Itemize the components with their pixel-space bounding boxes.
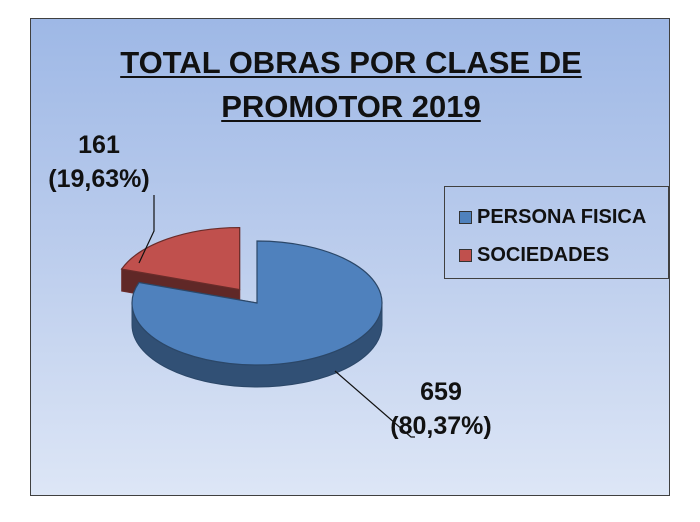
- leader-line-sociedades: [138, 195, 155, 264]
- legend-item-persona-fisica: PERSONA FISICA: [459, 203, 646, 231]
- data-label-persona-fisica: 659 (80,37%): [390, 378, 491, 440]
- chart-title-line-1: TOTAL OBRAS POR CLASE DE: [120, 45, 582, 80]
- legend-label-persona-fisica: PERSONA FISICA: [477, 205, 647, 228]
- pie-chart: 161 (19,63%) 659 (80,37%): [48, 131, 491, 440]
- legend-swatch-sociedades: [459, 248, 472, 262]
- chart-title: TOTAL OBRAS POR CLASE DE PROMOTOR 2019: [31, 41, 669, 129]
- chart-title-line-2: PROMOTOR 2019: [221, 89, 481, 124]
- legend-swatch-persona-fisica: [459, 210, 472, 224]
- pie-slice-top: [131, 240, 383, 366]
- legend: PERSONA FISICA SOCIEDADES: [444, 186, 669, 279]
- pie-slice-persona-fisica: [131, 240, 383, 388]
- leader-line-persona-fisica: [334, 370, 415, 438]
- pie-slices: [120, 226, 383, 388]
- pie-slice-top: [120, 226, 241, 291]
- legend-item-sociedades: SOCIEDADES: [459, 241, 609, 269]
- legend-label-sociedades: SOCIEDADES: [477, 243, 610, 266]
- chart-area: TOTAL OBRAS POR CLASE DE PROMOTOR 2019 1…: [30, 18, 670, 496]
- data-labels: 161 (19,63%) 659 (80,37%): [48, 131, 491, 440]
- data-label-sociedades: 161 (19,63%): [48, 131, 149, 193]
